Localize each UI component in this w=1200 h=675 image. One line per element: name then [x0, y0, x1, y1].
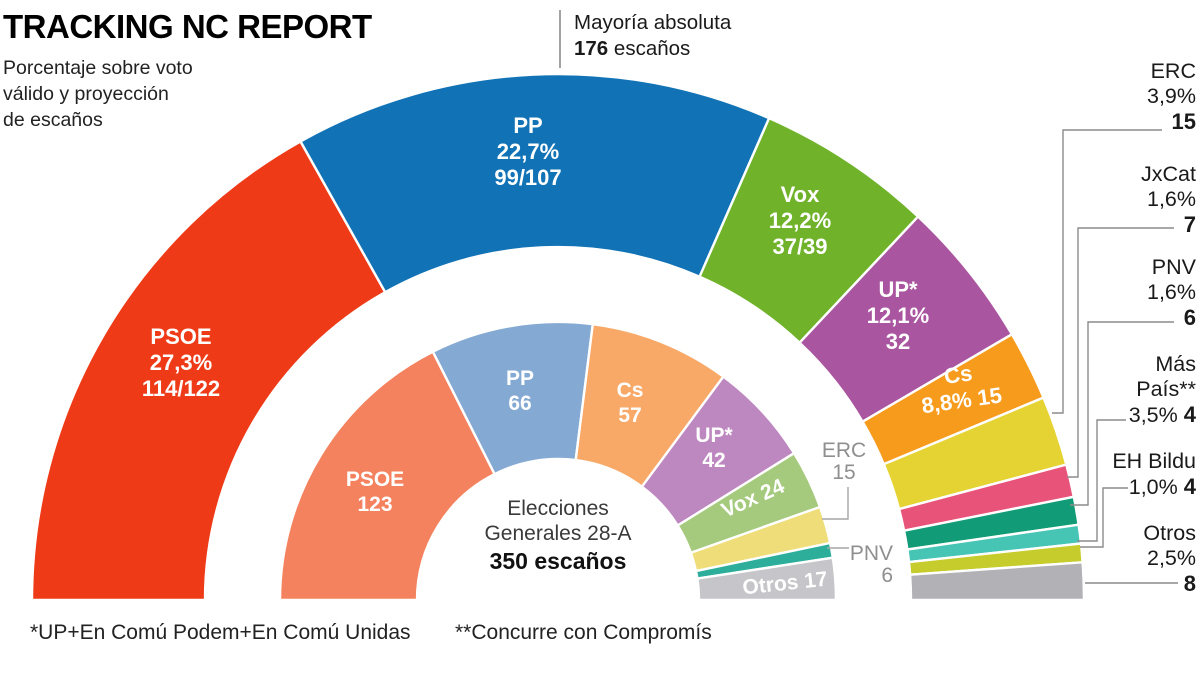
majority-seats-line: 176 escaños [574, 36, 731, 62]
inner-segment-psoe [278, 350, 497, 602]
footnote-up: *UP+En Comú Podem+En Comú Unidas [30, 621, 411, 644]
footnote-compromis: **Concurre con Compromís [455, 621, 712, 644]
outer-label-pp: PP 22,7% 99/107 [494, 113, 562, 190]
center-total-seats: 350 escaños [489, 548, 627, 574]
majority-annotation: Mayoría absoluta 176 escaños [574, 10, 731, 62]
outer-segment-psoe [30, 139, 387, 602]
leader-line-maspais [1077, 419, 1126, 542]
page-title: TRACKING NC REPORT [3, 8, 372, 45]
seat-arcs [30, 72, 1086, 602]
inner-label-up: UP* 42 [695, 424, 733, 472]
right-label-otros: Otros 2,5% 8 [1143, 521, 1196, 596]
inner-segment-otros [696, 556, 838, 602]
majority-label: Mayoría absoluta [574, 11, 732, 34]
outer-segment-pp [298, 72, 771, 294]
leader-line-pnv [1070, 321, 1174, 506]
right-label-jxcat: JxCat 1,6% 7 [1141, 162, 1196, 237]
outer-segment-otros [908, 561, 1086, 602]
inner-label-pp: PP 66 [505, 367, 534, 415]
leader-line-jxcat [1067, 227, 1174, 478]
right-label-maspais: Más País** 3,5% 4 [1128, 352, 1196, 427]
inner-callout-erc: ERC 15 [821, 439, 867, 484]
right-label-ehbildu: EH Bildu 1,0% 4 [1112, 449, 1196, 499]
inner-callout-pnv: PNV 6 [849, 542, 893, 587]
outer-label-psoe: PSOE 27,3% 114/122 [141, 324, 221, 401]
leader-line-ehbildu [1080, 487, 1128, 548]
majority-unit: escaños [608, 37, 691, 60]
right-label-erc: ERC 3,9% 15 [1146, 59, 1196, 134]
leader-line-erc [1052, 129, 1162, 414]
leader-lines [559, 10, 1178, 584]
inner-label-cs: Cs 57 [616, 379, 644, 427]
majority-seats: 176 [574, 37, 609, 60]
page-subtitle: Porcentaje sobre voto válido y proyecció… [3, 57, 193, 131]
inner-label-psoe: PSOE 123 [345, 468, 405, 516]
right-label-pnv: PNV 1,6% 6 [1146, 255, 1196, 330]
outer-label-vox: Vox 12,2% 37/39 [768, 182, 832, 259]
outer-label-up: UP* 12,1% 32 [866, 277, 930, 354]
leader-line-inner-erc [822, 487, 849, 520]
center-caption: Elecciones Generales 28-A 350 escaños [458, 496, 658, 574]
